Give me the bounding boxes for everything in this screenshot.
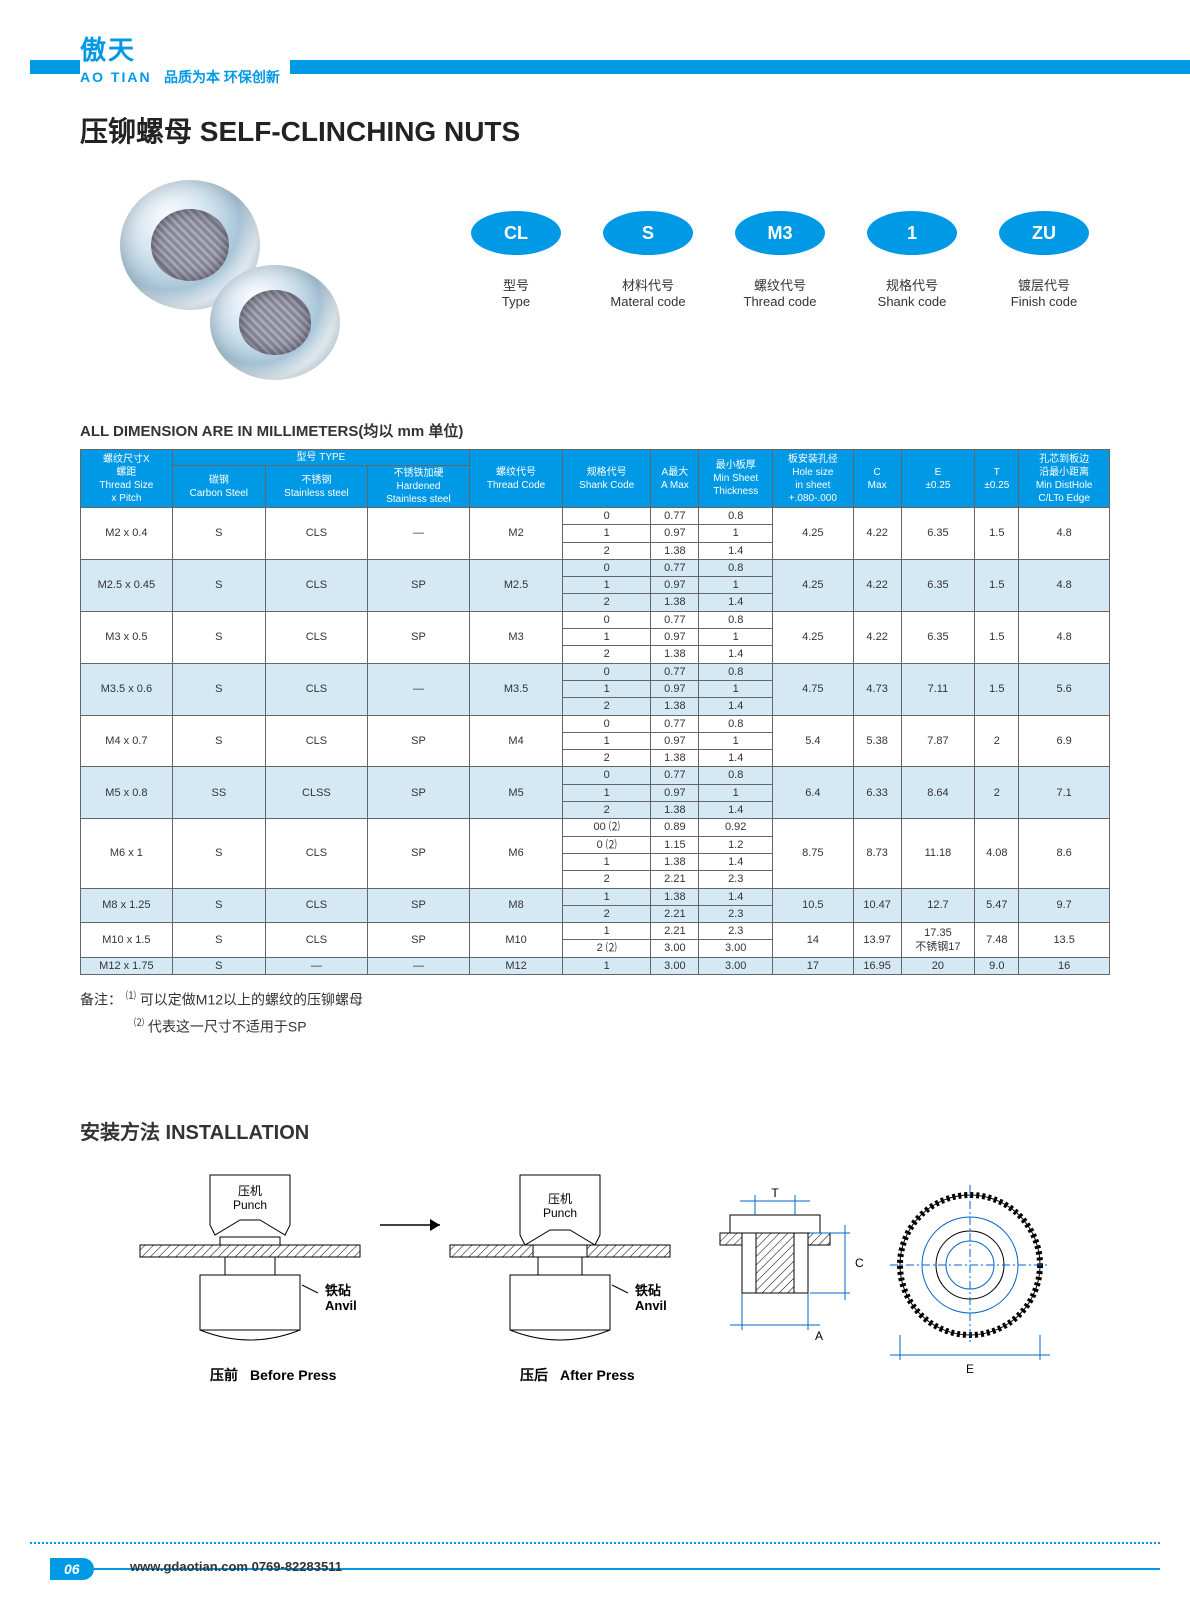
- hero-row: CL 型号 Type S 材料代号 Materal code M3 螺纹代号 Thr…: [80, 180, 1110, 380]
- anvil-en: Anvil: [325, 1298, 357, 1313]
- logo-en: AO TIAN: [80, 69, 152, 85]
- code-pill: S: [603, 211, 693, 255]
- dim-c: C: [855, 1256, 864, 1270]
- code-pill: 1: [867, 211, 957, 255]
- anvil-cn: 铁砧: [324, 1283, 351, 1298]
- code-pill: ZU: [999, 211, 1089, 255]
- punch-cn: 压机: [238, 1184, 262, 1198]
- code-label-cn: 规格代号: [862, 275, 962, 294]
- note-1: 可以定做M12以上的螺纹的压铆螺母: [140, 992, 363, 1008]
- code-label-cn: 材料代号: [598, 275, 698, 294]
- code-label-en: Shank code: [862, 294, 962, 309]
- code-item-3: 1 规格代号 Shank code: [862, 211, 962, 309]
- dim-e: E: [966, 1362, 974, 1376]
- svg-text:Punch: Punch: [543, 1206, 577, 1220]
- note-2: 代表这一尺寸不适用于SP: [148, 1018, 307, 1034]
- after-cn: 压后: [520, 1367, 548, 1383]
- punch-en: Punch: [233, 1198, 267, 1212]
- product-image: [90, 180, 370, 380]
- page-number: 06: [50, 1558, 94, 1580]
- dim-t: T: [771, 1186, 779, 1200]
- dimension-table: 螺纹尺寸X螺距Thread Sizex Pitch 型号 TYPE 螺纹代号Th…: [80, 449, 1110, 975]
- notes: 备注： ⑴ 可以定做M12以上的螺纹的压铆螺母 ⑵ 代表这一尺寸不适用于SP: [80, 987, 1110, 1036]
- code-item-2: M3 螺纹代号 Thread code: [730, 211, 830, 309]
- code-item-4: ZU 镀层代号 Finish code: [994, 211, 1094, 309]
- footer: 06 www.gdaotian.com 0769-82283511: [30, 1558, 1160, 1580]
- code-label-en: Type: [466, 294, 566, 309]
- code-pill: CL: [471, 211, 561, 255]
- code-label-cn: 镀层代号: [994, 275, 1094, 294]
- footer-url: www.gdaotian.com 0769-82283511: [130, 1559, 342, 1574]
- code-item-0: CL 型号 Type: [466, 211, 566, 309]
- code-pill: M3: [735, 211, 825, 255]
- install-diagram: 压机 Punch 铁砧 Anvil 压前 Before Press 压机 Pun…: [80, 1165, 1110, 1405]
- install-title: 安装方法 INSTALLATION: [80, 1116, 1110, 1145]
- logo-tagline: 品质为本 环保创新: [164, 69, 280, 85]
- code-label-en: Thread code: [730, 294, 830, 309]
- dimension-title: ALL DIMENSION ARE IN MILLIMETERS(均以 mm 单…: [80, 420, 1110, 441]
- before-en: Before Press: [250, 1367, 337, 1383]
- before-cn: 压前: [210, 1367, 238, 1383]
- svg-text:压机: 压机: [548, 1192, 572, 1206]
- footer-dots: [30, 1542, 1160, 1544]
- code-label-cn: 螺纹代号: [730, 275, 830, 294]
- code-label-en: Finish code: [994, 294, 1094, 309]
- logo-cn: 傲天: [80, 35, 136, 65]
- page-title: 压铆螺母 SELF-CLINCHING NUTS: [80, 110, 1110, 150]
- code-item-1: S 材料代号 Materal code: [598, 211, 698, 309]
- logo: 傲天 AO TIAN 品质为本 环保创新: [80, 30, 290, 91]
- dim-a: A: [815, 1329, 823, 1343]
- code-legend: CL 型号 Type S 材料代号 Materal code M3 螺纹代号 Thr…: [450, 211, 1110, 309]
- code-label-en: Materal code: [598, 294, 698, 309]
- svg-text:Anvil: Anvil: [635, 1298, 667, 1313]
- after-en: After Press: [560, 1367, 635, 1383]
- code-label-cn: 型号: [466, 275, 566, 294]
- notes-prefix: 备注：: [80, 992, 122, 1008]
- svg-text:铁砧: 铁砧: [634, 1283, 661, 1298]
